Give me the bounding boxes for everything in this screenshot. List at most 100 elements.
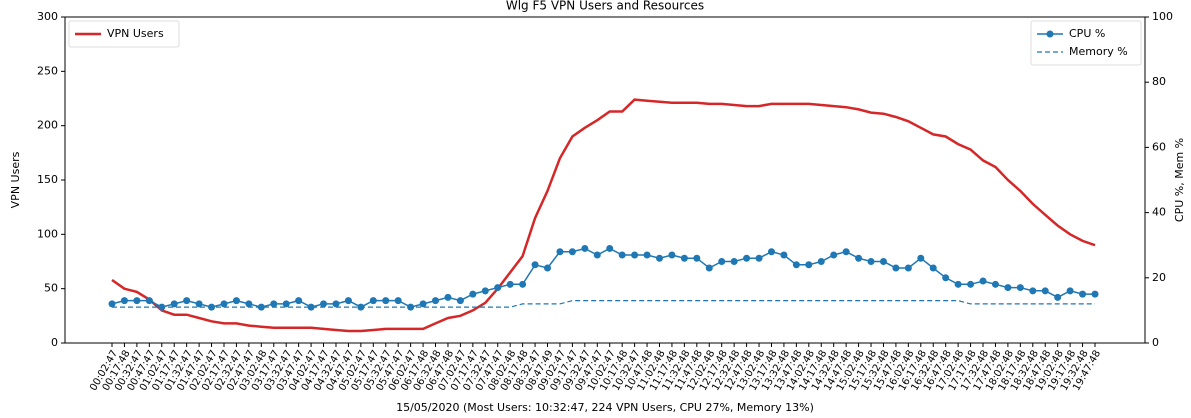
series-marker	[432, 297, 440, 305]
series-marker	[232, 297, 240, 305]
series-marker	[780, 251, 788, 259]
series-marker	[805, 261, 813, 269]
legend-marker	[1046, 30, 1054, 38]
series-marker	[183, 297, 191, 305]
series-marker	[369, 297, 377, 305]
series-marker	[979, 277, 987, 285]
series-marker	[830, 251, 838, 259]
legend-label: VPN Users	[107, 27, 164, 40]
y-tick-label: 100	[37, 227, 58, 240]
series-marker	[220, 300, 228, 308]
series-marker	[879, 258, 887, 265]
legend-label: CPU %	[1069, 27, 1105, 40]
series-marker	[568, 248, 576, 256]
series-marker	[332, 300, 340, 308]
series-marker	[145, 297, 153, 305]
series-line	[112, 300, 1095, 308]
series-marker	[929, 264, 937, 272]
series-marker	[494, 284, 502, 292]
series-marker	[755, 254, 763, 262]
series-marker	[855, 254, 863, 262]
y-tick-label: 50	[44, 282, 58, 295]
series-marker	[680, 254, 688, 262]
series-marker	[904, 264, 912, 272]
series-marker	[817, 258, 825, 265]
series-marker	[1054, 293, 1062, 301]
series-marker	[606, 244, 614, 252]
series-marker	[133, 297, 141, 305]
series-marker	[320, 300, 328, 308]
series-marker	[1004, 284, 1012, 292]
y-tick-label: 300	[37, 10, 58, 23]
series-marker	[444, 293, 452, 301]
plot-frame	[64, 16, 1146, 344]
series-marker	[282, 300, 290, 308]
series-marker	[705, 264, 713, 272]
series-marker	[108, 300, 116, 308]
series-marker	[743, 254, 751, 262]
series-marker	[270, 300, 278, 308]
series-marker	[531, 261, 539, 269]
series-line	[111, 98, 1096, 333]
series-marker	[257, 303, 265, 311]
series-marker	[867, 258, 875, 265]
series-marker	[1016, 284, 1024, 292]
y-axis-label: VPN Users	[9, 151, 22, 208]
series-marker	[991, 280, 999, 288]
series-marker	[618, 251, 626, 259]
series-marker	[1091, 290, 1099, 298]
series-marker	[730, 258, 738, 265]
series-marker	[120, 297, 128, 305]
series-marker	[942, 274, 950, 282]
series-marker	[245, 300, 253, 308]
y-tick-label: 150	[37, 173, 58, 186]
series-marker	[394, 297, 402, 305]
series-marker	[842, 248, 850, 256]
y2-tick-label: 100	[1152, 10, 1173, 23]
series-marker	[556, 248, 564, 256]
series-marker	[544, 264, 552, 272]
series-marker	[344, 297, 352, 305]
series-marker	[954, 280, 962, 288]
series-marker	[792, 261, 800, 269]
series-marker	[581, 244, 589, 252]
series-marker	[469, 290, 477, 298]
series-marker	[307, 303, 315, 311]
y2-tick-label: 80	[1152, 75, 1166, 88]
series-marker	[170, 300, 178, 308]
series-marker	[668, 251, 676, 259]
series-marker	[519, 280, 527, 288]
series-marker	[917, 254, 925, 262]
y2-tick-label: 40	[1152, 206, 1166, 219]
series-marker	[1041, 287, 1049, 295]
series-marker	[767, 248, 775, 256]
series-marker	[481, 287, 489, 295]
y-tick-label: 0	[51, 336, 58, 349]
y2-axis-label: CPU %, Mem %	[1173, 138, 1186, 222]
legend-label: Memory %	[1069, 45, 1128, 58]
series-marker	[693, 254, 701, 262]
series-marker	[1029, 287, 1037, 295]
series-marker	[631, 251, 639, 259]
legend-box	[68, 20, 180, 48]
series-marker	[295, 297, 303, 305]
y-tick-label: 250	[37, 64, 58, 77]
series-marker	[593, 251, 601, 259]
y2-tick-label: 60	[1152, 140, 1166, 153]
legend-box	[1030, 20, 1142, 66]
series-marker	[419, 300, 427, 308]
series-marker	[718, 258, 726, 265]
chart-title: Wlg F5 VPN Users and Resources	[506, 0, 704, 13]
y2-tick-label: 20	[1152, 271, 1166, 284]
series-marker	[655, 254, 663, 262]
series-marker	[456, 297, 464, 305]
x-axis-label: 15/05/2020 (Most Users: 10:32:47, 224 VP…	[396, 401, 814, 414]
series-marker	[195, 300, 203, 308]
series-marker	[1079, 290, 1087, 298]
series-marker	[643, 251, 651, 259]
y2-tick-label: 0	[1152, 336, 1159, 349]
y-tick-label: 200	[37, 119, 58, 132]
series-marker	[1066, 287, 1074, 295]
series-marker	[506, 280, 514, 288]
